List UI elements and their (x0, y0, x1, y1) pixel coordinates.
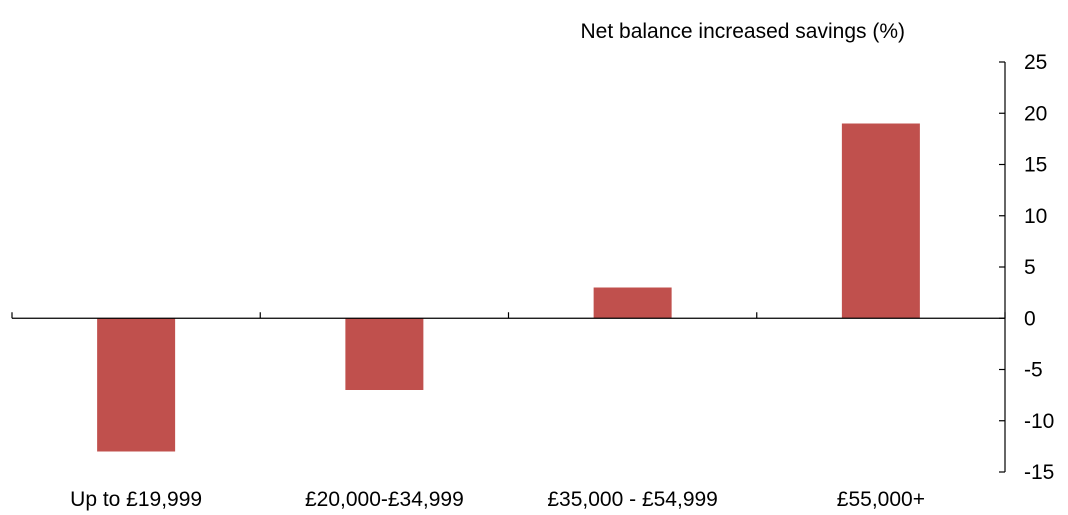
bar (841, 123, 920, 319)
x-tick-label: £55,000+ (837, 488, 925, 511)
y-tick-label: -5 (1024, 359, 1043, 382)
x-tick-label: £35,000 - £54,999 (547, 488, 717, 511)
bar (345, 318, 424, 390)
bar (593, 287, 672, 319)
x-tick-label: Up to £19,999 (70, 488, 202, 511)
y-tick-label: 5 (1024, 256, 1036, 279)
y-tick-label: 0 (1024, 307, 1036, 330)
bars-group (97, 123, 920, 452)
y-tick-label: 25 (1024, 51, 1047, 74)
y-tick-label: -15 (1024, 461, 1054, 484)
y-axis-title: Net balance increased savings (%) (581, 20, 906, 43)
bar (97, 318, 176, 452)
y-tick-label: 15 (1024, 154, 1047, 177)
y-tick-label: 20 (1024, 102, 1047, 125)
axes-group (11, 61, 1006, 473)
y-tick-label: -10 (1024, 410, 1054, 433)
x-tick-label: £20,000-£34,999 (305, 488, 464, 511)
y-tick-label: 10 (1024, 205, 1047, 228)
labels-group: 25 20 15 10 5 0 -5 -10 -15 Up to £19,999 £20,000-£… (70, 51, 1054, 511)
